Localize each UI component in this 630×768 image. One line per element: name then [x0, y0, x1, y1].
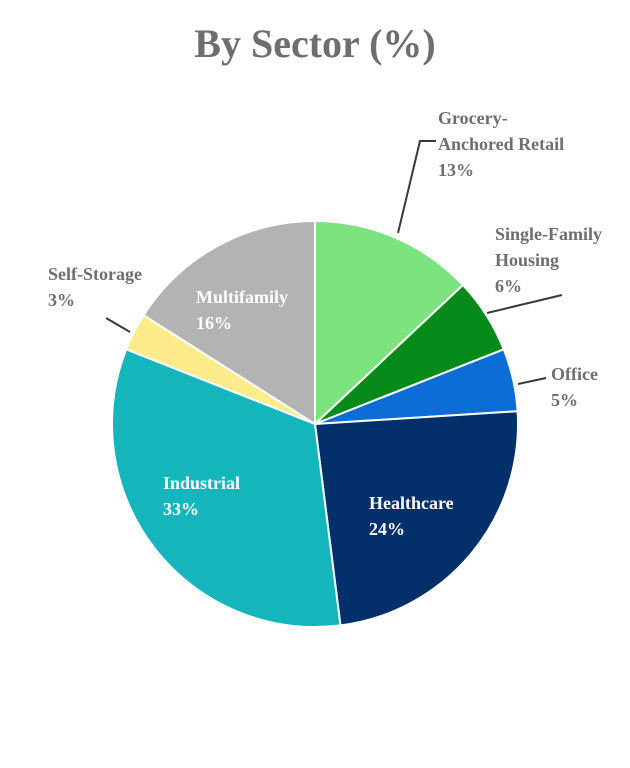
slice-label-single-family-housing: Single-Family Housing 6% — [495, 224, 602, 296]
slice-name-label: Anchored Retail — [438, 134, 564, 154]
slice-value-label: 3% — [48, 290, 75, 310]
pie-slice-grocery-anchored-retail — [314, 219, 465, 427]
slice-value-label: 33% — [163, 499, 199, 519]
slice-name-label: Industrial — [163, 473, 240, 493]
slice-value-label: 6% — [495, 276, 522, 296]
slice-name-label: Grocery- — [438, 108, 508, 128]
leader-line-grocery-anchored-retail — [397, 140, 436, 234]
slice-name-label: Office — [551, 364, 598, 384]
slice-label-healthcare: Healthcare 24% — [369, 493, 454, 539]
leader-line-office — [517, 377, 547, 385]
chart-title: By Sector (%) — [194, 21, 436, 66]
slice-value-label: 13% — [438, 160, 474, 180]
slice-name-label: Self-Storage — [48, 264, 142, 284]
slice-value-label: 16% — [196, 313, 232, 333]
pie-slice-multifamily — [142, 219, 316, 426]
slice-label-self-storage: Self-Storage 3% — [48, 264, 142, 310]
slice-labels: Grocery- Anchored Retail 13% Single-Family H… — [48, 108, 602, 539]
leader-line-single-family-housing — [486, 294, 563, 314]
slice-name-label: Housing — [495, 250, 559, 270]
slice-name-label: Single-Family — [495, 224, 602, 244]
leader-lines — [105, 140, 563, 385]
slice-label-industrial: Industrial 33% — [163, 473, 240, 519]
slice-label-grocery-anchored-retail: Grocery- Anchored Retail 13% — [438, 108, 564, 180]
pie-slice-healthcare — [313, 410, 519, 627]
slice-name-label: Multifamily — [196, 287, 288, 307]
pie-slice-industrial — [111, 347, 342, 628]
slice-value-label: 24% — [369, 519, 405, 539]
pie-slices — [111, 219, 519, 628]
leader-line-self-storage — [105, 317, 131, 333]
slice-label-office: Office 5% — [551, 364, 598, 410]
slice-label-multifamily: Multifamily 16% — [196, 287, 288, 333]
slice-name-label: Healthcare — [369, 493, 454, 513]
slice-value-label: 5% — [551, 390, 578, 410]
